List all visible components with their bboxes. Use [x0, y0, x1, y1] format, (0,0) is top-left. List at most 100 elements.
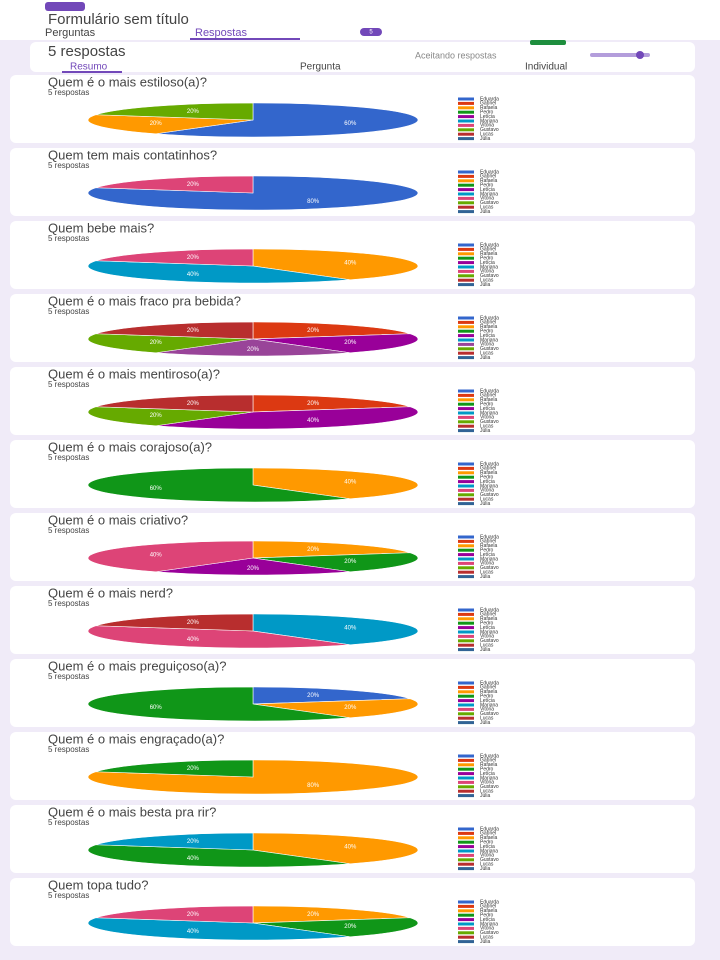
pie-slice — [95, 613, 254, 632]
legend-label: Eduarda — [480, 169, 499, 175]
legend-swatch — [458, 283, 474, 287]
legend-label: Gabriel — [480, 758, 496, 764]
pie-slice — [87, 333, 254, 354]
summary-card — [30, 42, 695, 72]
legend-swatch — [458, 643, 474, 647]
subtab[interactable]: Individual — [525, 62, 567, 73]
legend-label: Rafaela — [480, 689, 497, 695]
question-title: Quem é o mais corajoso(a)? — [48, 439, 212, 454]
legend-swatch — [458, 909, 474, 913]
pie-slice — [252, 905, 411, 924]
legend-label: Vitória — [480, 707, 494, 713]
legend-label: Pedro — [480, 110, 494, 116]
legend-swatch — [458, 853, 474, 857]
legend-swatch — [458, 608, 474, 612]
legend-swatch — [458, 831, 474, 835]
legend-swatch — [458, 471, 474, 475]
legend-label: Vitória — [480, 488, 494, 494]
legend-swatch — [458, 243, 474, 247]
slice-label: 20% — [344, 924, 357, 930]
pie-slice — [95, 759, 254, 778]
legend-label: Rafaela — [480, 762, 497, 768]
slice-label: 80% — [307, 783, 320, 789]
legend-label: Gabriel — [480, 831, 496, 837]
pie-slice — [252, 552, 419, 573]
toggle-track[interactable] — [590, 53, 650, 57]
pie-slice — [87, 540, 254, 573]
legend-swatch — [458, 389, 474, 393]
legend-label: Gabriel — [480, 320, 496, 326]
legend-label: Gustavo — [480, 127, 499, 133]
legend-swatch — [458, 690, 474, 694]
legend-label: Júlia — [480, 574, 491, 580]
legend-swatch — [458, 785, 474, 789]
slice-label: 20% — [187, 912, 200, 918]
legend-label: Júlia — [480, 793, 491, 799]
slice-label: 20% — [187, 401, 200, 407]
subtab[interactable]: Resumo — [70, 62, 108, 73]
response-count: 5 respostas — [48, 88, 89, 97]
sheets-button[interactable] — [530, 40, 566, 45]
legend-label: Letícia — [480, 260, 495, 266]
slice-label: 80% — [307, 199, 320, 205]
legend-swatch — [458, 867, 474, 871]
legend-swatch — [458, 325, 474, 329]
legend-label: Letícia — [480, 698, 495, 704]
slice-label: 20% — [187, 255, 200, 261]
legend-label: Lucas — [480, 278, 494, 284]
legend-swatch — [458, 398, 474, 402]
legend-swatch — [458, 707, 474, 711]
badge — [360, 28, 382, 36]
legend-swatch — [458, 402, 474, 406]
legend-label: Gabriel — [480, 612, 496, 618]
legend-label: Gabriel — [480, 904, 496, 910]
legend-label: Gabriel — [480, 466, 496, 472]
tab[interactable]: Respostas — [195, 27, 247, 39]
legend-label: Júlia — [480, 647, 491, 653]
legend-label: Mariana — [480, 629, 498, 635]
pie-slice — [87, 406, 254, 427]
response-count: 5 respostas — [48, 453, 89, 462]
legend-swatch — [458, 316, 474, 320]
legend-label: Rafaela — [480, 835, 497, 841]
legend-swatch — [458, 342, 474, 346]
pie-slice — [95, 248, 254, 267]
legend-label: Lucas — [480, 716, 494, 722]
legend-label: Pedro — [480, 329, 494, 335]
legend-label: Gustavo — [480, 346, 499, 352]
pie-slice — [87, 175, 419, 211]
legend-swatch — [458, 192, 474, 196]
legend-label: Vitória — [480, 853, 494, 859]
legend-swatch — [458, 712, 474, 716]
legend-swatch — [458, 265, 474, 269]
menu-pill[interactable] — [45, 2, 85, 11]
legend-swatch — [458, 858, 474, 862]
legend-swatch — [458, 429, 474, 433]
legend-swatch — [458, 721, 474, 725]
pie-slice — [87, 686, 351, 722]
tab[interactable]: Perguntas — [45, 27, 96, 39]
legend-label: Vitória — [480, 561, 494, 567]
slice-label: 20% — [150, 121, 163, 127]
tab-underline — [190, 38, 300, 40]
legend-label: Júlia — [480, 939, 491, 945]
response-count: 5 respostas — [48, 161, 89, 170]
badge-text: 5 — [369, 30, 373, 36]
legend-swatch — [458, 612, 474, 616]
legend-label: Lucas — [480, 132, 494, 138]
legend-label: Mariana — [480, 337, 498, 343]
legend-swatch — [458, 570, 474, 574]
legend-swatch — [458, 827, 474, 831]
subtab[interactable]: Pergunta — [300, 62, 341, 73]
toggle-knob[interactable] — [636, 51, 644, 59]
legend-label: Lucas — [480, 643, 494, 649]
legend-swatch — [458, 836, 474, 840]
legend-swatch — [458, 794, 474, 798]
legend-swatch — [458, 926, 474, 930]
legend-label: Mariana — [480, 118, 498, 124]
legend-label: Eduarda — [480, 680, 499, 686]
pie-slice — [252, 686, 411, 705]
slice-label: 20% — [344, 340, 357, 346]
slice-label: 20% — [187, 839, 200, 845]
slice-label: 40% — [187, 929, 200, 935]
